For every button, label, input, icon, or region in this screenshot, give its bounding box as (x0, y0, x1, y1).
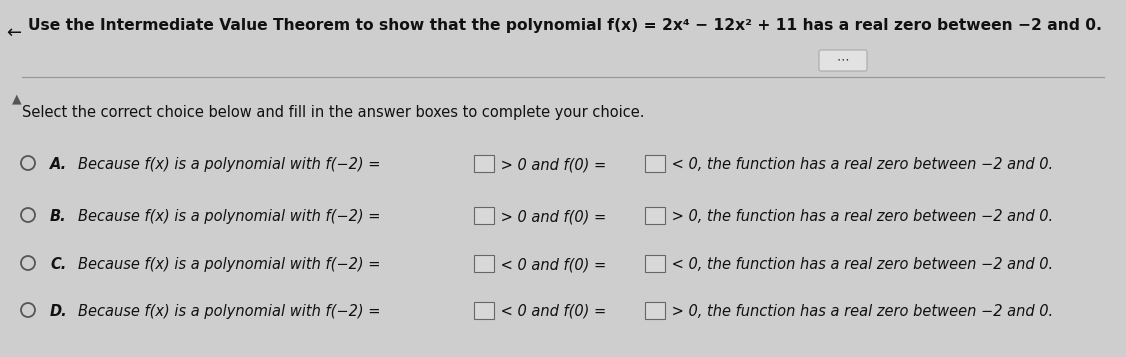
Text: < 0, the function has a real zero between −2 and 0.: < 0, the function has a real zero betwee… (667, 257, 1053, 272)
Text: > 0 and f(0) =: > 0 and f(0) = (497, 157, 611, 172)
FancyBboxPatch shape (474, 207, 494, 224)
Text: < 0 and f(0) =: < 0 and f(0) = (497, 257, 611, 272)
FancyBboxPatch shape (474, 155, 494, 172)
FancyBboxPatch shape (819, 50, 867, 71)
Text: B.: B. (50, 209, 66, 224)
FancyBboxPatch shape (644, 155, 664, 172)
FancyBboxPatch shape (644, 302, 664, 319)
Text: Because f(x) is a polynomial with f(−2) =: Because f(x) is a polynomial with f(−2) … (78, 209, 385, 224)
Text: Because f(x) is a polynomial with f(−2) =: Because f(x) is a polynomial with f(−2) … (78, 257, 385, 272)
FancyBboxPatch shape (474, 255, 494, 272)
Text: Select the correct choice below and fill in the answer boxes to complete your ch: Select the correct choice below and fill… (23, 105, 644, 120)
Text: > 0, the function has a real zero between −2 and 0.: > 0, the function has a real zero betwee… (667, 304, 1053, 319)
Text: ▲: ▲ (12, 92, 21, 105)
Text: A.: A. (50, 157, 68, 172)
FancyBboxPatch shape (644, 207, 664, 224)
FancyBboxPatch shape (474, 302, 494, 319)
Text: Because f(x) is a polynomial with f(−2) =: Because f(x) is a polynomial with f(−2) … (78, 304, 385, 319)
Text: > 0, the function has a real zero between −2 and 0.: > 0, the function has a real zero betwee… (667, 209, 1053, 224)
FancyBboxPatch shape (644, 255, 664, 272)
Text: < 0 and f(0) =: < 0 and f(0) = (497, 304, 611, 319)
Text: < 0, the function has a real zero between −2 and 0.: < 0, the function has a real zero betwee… (667, 157, 1053, 172)
Text: Because f(x) is a polynomial with f(−2) =: Because f(x) is a polynomial with f(−2) … (78, 157, 385, 172)
Text: D.: D. (50, 304, 68, 319)
Text: ⋯: ⋯ (837, 54, 849, 66)
Text: C.: C. (50, 257, 66, 272)
Text: ←: ← (6, 24, 21, 42)
Text: Use the Intermediate Value Theorem to show that the polynomial f(x) = 2x⁴ − 12x²: Use the Intermediate Value Theorem to sh… (28, 18, 1102, 33)
Text: > 0 and f(0) =: > 0 and f(0) = (497, 209, 611, 224)
